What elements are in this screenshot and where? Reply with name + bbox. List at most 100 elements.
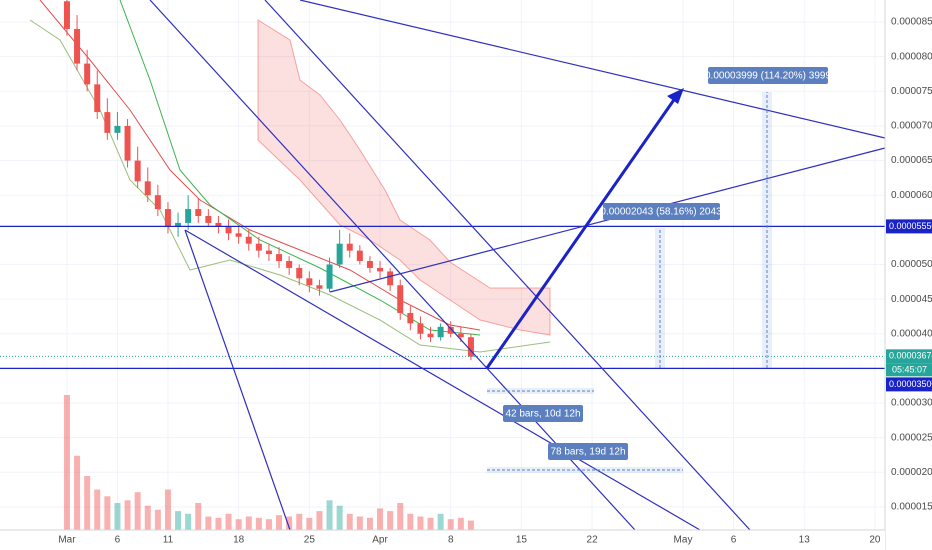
- candle-body: [366, 261, 373, 268]
- y-tick-label: 0.00008000: [891, 51, 932, 62]
- measure-box: [487, 388, 594, 394]
- annotation: 0.00003999 (114.20%) 3999: [705, 71, 831, 82]
- volume-bar: [124, 500, 131, 530]
- candle-body: [74, 28, 81, 64]
- ichimoku-cloud: [257, 19, 551, 336]
- candle-body: [245, 236, 252, 244]
- candle-body: [114, 125, 121, 133]
- annotation: 0.00002043 (58.16%) 2043: [600, 207, 722, 218]
- price-badge-label: 0.00003500: [889, 379, 932, 389]
- candle-body: [195, 209, 202, 216]
- annotation: 42 bars, 10d 12h: [505, 409, 580, 420]
- candle-body: [94, 84, 101, 113]
- candle-body: [397, 285, 404, 313]
- volume-bar: [225, 513, 232, 530]
- volume-bar: [407, 513, 414, 530]
- y-tick-label: 0.00007500: [891, 86, 932, 97]
- volume-bar: [437, 513, 444, 530]
- y-tick-label: 0.00003000: [891, 398, 932, 409]
- volume-bar: [255, 517, 262, 530]
- volume-bar: [94, 489, 101, 530]
- volume-bar: [276, 515, 283, 530]
- volume-bar: [387, 511, 394, 530]
- candle-body: [164, 209, 171, 227]
- x-tick-label: 18: [233, 535, 245, 546]
- x-tick-label: 8: [448, 535, 454, 546]
- candle-body: [276, 254, 283, 262]
- candle-body: [104, 112, 111, 133]
- trend-lines: [149, 0, 886, 531]
- volume-bar: [265, 519, 272, 530]
- volume-bar: [356, 516, 363, 530]
- volume-bar: [185, 513, 192, 530]
- candle-body: [457, 333, 464, 338]
- y-tick-label: 0.00007000: [891, 121, 932, 132]
- volume-bar: [326, 500, 333, 530]
- moving-average: [39, 0, 481, 331]
- volume-bar: [397, 503, 404, 530]
- y-tick-label: 0.00008500: [891, 17, 932, 28]
- candle-body: [467, 337, 474, 357]
- volume-bar: [447, 519, 454, 530]
- price-badge-label: 0.00005550: [889, 221, 932, 231]
- annotation-box: [603, 203, 720, 220]
- arrow-head: [667, 88, 684, 104]
- candle-body: [124, 125, 131, 161]
- y-tick-label: 0.00006500: [891, 155, 932, 166]
- volume-bar: [316, 511, 323, 530]
- volume-bar: [306, 517, 313, 530]
- axes: 0.00001500 0.00002000 0.00002500 0.00003000…: [58, 17, 932, 546]
- x-tick-label: 22: [587, 535, 599, 546]
- x-tick-label: 11: [163, 535, 174, 546]
- candle-body: [346, 243, 353, 251]
- projection-arrow: [485, 93, 680, 369]
- candle-body: [185, 209, 192, 223]
- volume-bar: [104, 496, 111, 530]
- x-tick-label: May: [674, 535, 693, 546]
- price-axis: [885, 0, 932, 550]
- candle-body: [286, 261, 293, 268]
- volume-bar: [366, 517, 373, 530]
- volume-bar: [154, 509, 161, 530]
- candle-body: [387, 271, 394, 286]
- volume-bar: [427, 517, 434, 530]
- x-tick-label: 13: [799, 535, 811, 546]
- volume-bar: [467, 520, 474, 530]
- volume-bar: [134, 492, 141, 530]
- volume-bar: [457, 517, 464, 530]
- countdown-badge: [886, 363, 932, 377]
- y-tick-label: 0.00004000: [891, 328, 932, 339]
- volume-bar: [346, 513, 353, 530]
- candle-body: [84, 63, 91, 85]
- volume-bar: [215, 517, 222, 530]
- price-badge: [886, 349, 932, 364]
- candle-body: [255, 243, 262, 251]
- candle-body: [215, 222, 222, 227]
- x-tick-label: 6: [731, 535, 737, 546]
- marks: [0, 0, 885, 530]
- y-tick-label: 0.00006000: [891, 190, 932, 201]
- candle-body: [235, 233, 242, 237]
- y-tick-label: 0.00002000: [891, 467, 932, 478]
- y-tick-label: 0.00004500: [891, 294, 932, 305]
- candle-body: [377, 267, 384, 272]
- candle-body: [154, 195, 161, 210]
- candle-body: [134, 160, 141, 182]
- volume-bar: [417, 516, 424, 530]
- x-tick-label: Apr: [372, 535, 388, 546]
- candle-body: [265, 250, 272, 255]
- annotation-box: [503, 405, 583, 422]
- volume-bar: [175, 511, 182, 530]
- time-axis: [0, 530, 885, 550]
- volume-bar: [336, 505, 343, 530]
- volume-bar: [235, 519, 242, 530]
- candle-body: [63, 1, 70, 29]
- candle-body: [407, 312, 414, 324]
- countdown-label: 05:45:07: [892, 365, 927, 375]
- candle-body: [427, 333, 434, 338]
- price-badge: [886, 377, 932, 392]
- x-tick-label: Mar: [58, 535, 76, 546]
- volume-bar: [63, 395, 70, 530]
- volume-bar: [144, 505, 151, 530]
